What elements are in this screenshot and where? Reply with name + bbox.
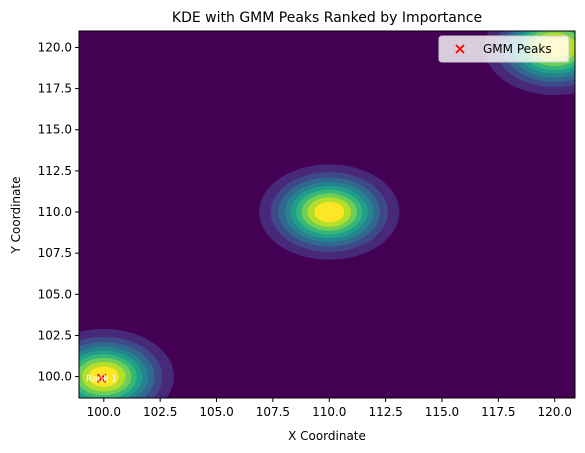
x-tick-label: 117.5 (481, 405, 515, 419)
y-tick-label: 110.0 (38, 205, 72, 219)
legend-x-glyph (455, 44, 465, 54)
y-tick-label: 105.0 (38, 287, 72, 301)
legend-entry: GMM Peaks (483, 42, 552, 56)
x-tick-label: 105.0 (199, 405, 233, 419)
y-tick-label: 117.5 (38, 82, 72, 96)
legend: GMM Peaks (438, 35, 570, 63)
x-tick-label: 120.0 (538, 405, 572, 419)
y-tick-label: 102.5 (38, 328, 72, 342)
y-tick-label: 112.5 (38, 164, 72, 178)
y-axis-title: Y Coordinate (9, 177, 23, 255)
density-level-1-9 (314, 201, 345, 223)
x-tick-label: 115.0 (425, 405, 459, 419)
y-tick-label: 115.0 (38, 123, 72, 137)
x-tick-label: 100.0 (87, 405, 121, 419)
legend-box (438, 35, 570, 63)
chart-title: KDE with GMM Peaks Ranked by Importance (172, 10, 482, 26)
legend-marker-x (455, 44, 465, 54)
x-axis-title: X Coordinate (288, 429, 366, 443)
y-axis: 100.0 102.5 105.0 107.5 110.0 112.5 115.0 117.5… (38, 40, 79, 384)
peak-rank-label: Rank 1 (86, 374, 117, 384)
gmm-peak-marker (96, 373, 107, 383)
x-tick-label: 102.5 (143, 405, 177, 419)
x-tick-label: 110.0 (312, 405, 346, 419)
x-tick-label: 112.5 (368, 405, 402, 419)
y-tick-label: 100.0 (38, 370, 72, 384)
y-tick-label: 107.5 (38, 246, 72, 260)
plot-frame (78, 30, 576, 399)
x-tick-label: 107.5 (256, 405, 290, 419)
x-axis: 100.0 102.5 105.0 107.5 110.0 112.5 115.0 117.5… (87, 398, 572, 419)
peak-markers: Rank 1 (86, 373, 117, 384)
y-tick-label: 120.0 (38, 40, 72, 54)
